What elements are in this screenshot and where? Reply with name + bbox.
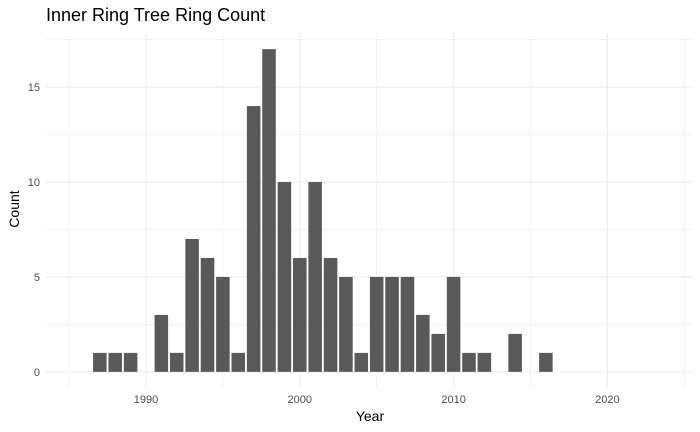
y-tick-labels: 0 5 10 15: [28, 82, 40, 379]
x-tick-labels: 1990 2000 2010 2020: [134, 394, 620, 406]
bar: [108, 352, 122, 372]
x-tick-label: 2020: [595, 394, 619, 406]
bar: [262, 49, 276, 372]
bar: [154, 314, 169, 372]
x-tick-label: 1990: [134, 394, 158, 406]
bar: [308, 182, 322, 372]
bar: [246, 106, 261, 372]
bar: [185, 238, 199, 372]
bar: [508, 333, 522, 372]
y-axis-title: Count: [6, 190, 22, 227]
x-axis-title: Year: [356, 408, 385, 424]
bar: [216, 276, 230, 372]
bar: [323, 257, 338, 372]
y-tick-label: 5: [34, 272, 40, 284]
bar: [123, 352, 138, 372]
bar: [200, 257, 215, 372]
y-tick-label: 15: [28, 82, 40, 94]
x-tick-label: 2000: [288, 394, 312, 406]
bar: [477, 352, 492, 372]
bar: [93, 352, 107, 372]
bar: [431, 333, 445, 372]
bar: [339, 276, 353, 372]
bar: [231, 352, 246, 372]
chart-title: Inner Ring Tree Ring Count: [46, 5, 266, 25]
y-tick-label: 0: [34, 367, 40, 379]
bar: [354, 352, 369, 372]
bar: [385, 276, 399, 372]
bar: [462, 352, 476, 372]
y-tick-label: 10: [28, 177, 40, 189]
x-tick-label: 2010: [441, 394, 465, 406]
bar: [539, 352, 553, 372]
bar: [169, 352, 184, 372]
bar: [293, 257, 307, 372]
bar: [416, 314, 430, 372]
bar: [369, 276, 384, 372]
grid-lines: [46, 33, 692, 388]
bars: [93, 49, 553, 372]
bar: [446, 276, 461, 372]
bar: [277, 182, 292, 372]
bar: [400, 276, 415, 372]
